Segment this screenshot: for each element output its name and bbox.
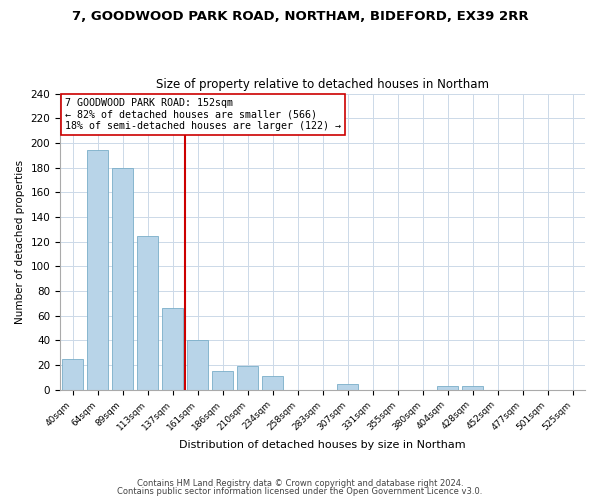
Bar: [237, 366, 258, 390]
Text: Contains HM Land Registry data © Crown copyright and database right 2024.: Contains HM Land Registry data © Crown c…: [137, 478, 463, 488]
Text: 7 GOODWOOD PARK ROAD: 152sqm
← 82% of detached houses are smaller (566)
18% of s: 7 GOODWOOD PARK ROAD: 152sqm ← 82% of de…: [65, 98, 341, 131]
X-axis label: Distribution of detached houses by size in Northam: Distribution of detached houses by size …: [179, 440, 466, 450]
Y-axis label: Number of detached properties: Number of detached properties: [15, 160, 25, 324]
Bar: [187, 340, 208, 390]
Text: 7, GOODWOOD PARK ROAD, NORTHAM, BIDEFORD, EX39 2RR: 7, GOODWOOD PARK ROAD, NORTHAM, BIDEFORD…: [71, 10, 529, 23]
Bar: [137, 236, 158, 390]
Bar: [162, 308, 183, 390]
Bar: [262, 376, 283, 390]
Bar: [112, 168, 133, 390]
Bar: [337, 384, 358, 390]
Bar: [62, 359, 83, 390]
Bar: [87, 150, 108, 390]
Text: Contains public sector information licensed under the Open Government Licence v3: Contains public sector information licen…: [118, 487, 482, 496]
Bar: [212, 372, 233, 390]
Bar: [462, 386, 483, 390]
Bar: [437, 386, 458, 390]
Title: Size of property relative to detached houses in Northam: Size of property relative to detached ho…: [156, 78, 489, 91]
